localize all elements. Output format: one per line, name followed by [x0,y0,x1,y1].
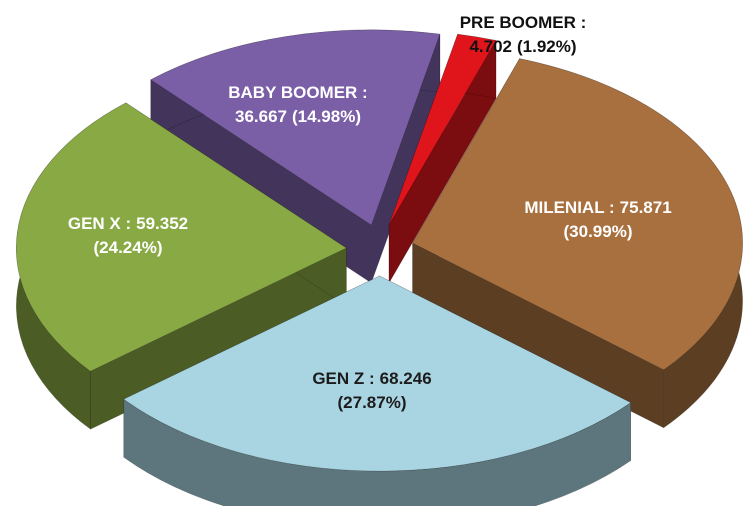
label-line: (24.24%) [94,238,163,257]
label-part: 68.246 [380,369,432,388]
data-label: GEN Z : 68.246 (27.87%) [312,369,431,412]
label-line: MILENIAL : [524,198,614,217]
label-line: 36.667 [235,107,287,126]
data-label: GEN X : 59.352 (24.24%) [68,214,188,257]
label-part: 59.352 [136,214,188,233]
slice [123,275,632,472]
label-part: (14.98%) [292,107,361,126]
slice [123,275,632,506]
data-label: BABY BOOMER : 36.667 (14.98%) [228,83,367,126]
label-line: BABY BOOMER : [228,83,367,102]
slice [412,58,743,371]
label-part: 75.871 [620,198,672,217]
slice [16,102,347,372]
slice [388,33,497,285]
label-line: 4.702 [469,37,512,56]
label-part: (1.92%) [517,37,577,56]
data-label: MILENIAL : 75.871 (30.99%) [524,198,671,241]
label-line: GEN Z : [312,369,374,388]
label-line: GEN X : [68,214,131,233]
label-line: (30.99%) [564,222,633,241]
data-label: PRE BOOMER : 4.702 (1.92%) [460,13,587,56]
slice [412,57,743,429]
slice [16,102,347,430]
slice [388,33,497,226]
slice [150,29,441,226]
label-line: (27.87%) [338,393,407,412]
label-line: PRE BOOMER : [460,13,587,32]
